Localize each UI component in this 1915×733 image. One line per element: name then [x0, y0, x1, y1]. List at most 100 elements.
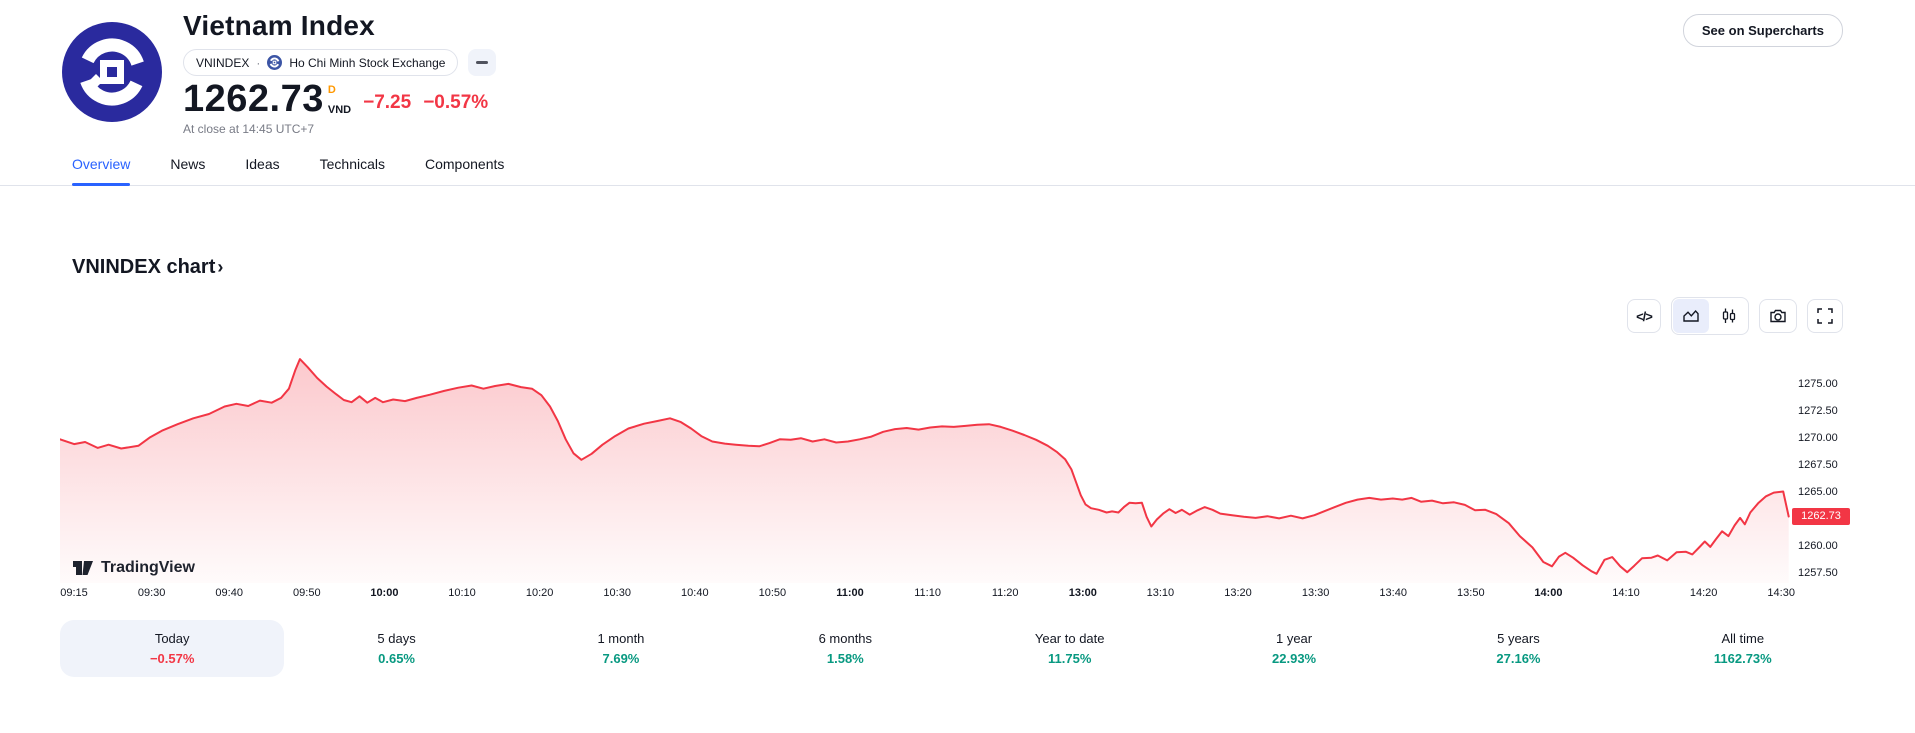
camera-icon — [1770, 309, 1786, 323]
tradingview-logo-icon — [73, 560, 93, 575]
tab-overview[interactable]: Overview — [72, 156, 131, 186]
period-change-value: 7.69% — [602, 651, 640, 666]
time-tick: 10:00 — [370, 587, 399, 599]
time-tick: 09:50 — [293, 587, 321, 599]
time-tick: 10:30 — [603, 587, 631, 599]
price-chart-plot[interactable]: TradingView — [60, 350, 1790, 583]
interval-badge: D — [327, 84, 336, 96]
period-change-value: 0.65% — [378, 651, 415, 666]
time-tick: 14:20 — [1689, 587, 1718, 599]
time-tick: 13:00 — [1068, 587, 1097, 599]
period-all-time[interactable]: All time 1162.73% — [1631, 620, 1855, 677]
last-price: 1262.73 — [183, 78, 324, 120]
period-change-value: 1162.73% — [1713, 651, 1772, 666]
period-change-value: 1.58% — [826, 651, 864, 666]
price-tick: 1272.50 — [1798, 405, 1838, 418]
price-tick: 1257.50 — [1798, 566, 1838, 579]
period-1-year[interactable]: 1 year 22.93% — [1182, 620, 1406, 677]
price-change: −7.25 — [363, 92, 412, 113]
price-change-percent: −0.57% — [423, 92, 489, 113]
time-tick: 13:10 — [1146, 587, 1175, 599]
time-tick: 14:00 — [1534, 587, 1563, 599]
period-change-value: 11.75% — [1048, 651, 1092, 666]
time-tick: 11:10 — [914, 587, 941, 599]
time-tick: 11:20 — [991, 587, 1019, 599]
time-tick: 14:10 — [1612, 587, 1640, 599]
time-tick: 14:30 — [1767, 587, 1795, 599]
period-change-value: 22.93% — [1272, 651, 1317, 666]
chart-style-switcher — [1671, 297, 1749, 335]
hose-logo — [62, 22, 162, 122]
period-label: 5 days — [377, 631, 416, 646]
symbol-pill[interactable]: VNINDEX · Ho Chi Minh Stock Exchange — [183, 49, 459, 76]
period-label: Today — [154, 631, 190, 646]
price-tick: 1267.50 — [1798, 459, 1838, 472]
period-label: 1 year — [1275, 631, 1313, 646]
symbol-row: VNINDEX · Ho Chi Minh Stock Exchange — [183, 49, 497, 76]
exchange-name: Ho Chi Minh Stock Exchange — [289, 55, 446, 70]
separator-dot: · — [256, 55, 261, 70]
tab-components[interactable]: Components — [425, 156, 505, 172]
candles-icon — [1722, 308, 1736, 323]
time-tick: 10:10 — [448, 587, 476, 599]
price-axis[interactable]: 1275.00 1272.50 1270.00 1267.50 1265.00 1260.… — [1790, 350, 1880, 583]
period-label: 1 month — [597, 631, 645, 646]
chart-section-title: VNINDEX chart — [72, 256, 216, 278]
tab-ideas[interactable]: Ideas — [245, 156, 280, 172]
source-code-button[interactable]: </> — [1627, 299, 1661, 333]
period-change-value: 27.16% — [1496, 651, 1541, 666]
fullscreen-button[interactable] — [1807, 299, 1843, 333]
chevron-right-icon: › — [217, 257, 224, 277]
see-on-supercharts-button[interactable]: See on Supercharts — [1682, 14, 1843, 47]
period-5-years[interactable]: 5 years 27.16% — [1406, 620, 1630, 677]
price-tick: 1270.00 — [1798, 432, 1838, 445]
symbol-ticker: VNINDEX — [196, 55, 250, 70]
time-axis[interactable]: 09:15 09:30 09:40 09:50 10:00 10:10 10:20 10:30… — [60, 587, 1795, 603]
price-tick: 1275.00 — [1798, 378, 1838, 391]
period-1-month[interactable]: 1 month 7.69% — [509, 620, 733, 677]
time-tick: 09:15 — [60, 587, 88, 599]
time-tick: 10:50 — [758, 587, 787, 599]
time-tick: 13:40 — [1379, 587, 1407, 599]
time-tick: 09:40 — [215, 587, 243, 599]
price-row: 1262.73 D VND −7.25 −0.57% — [183, 80, 488, 118]
period-label: 5 years — [1497, 631, 1540, 646]
price-tick: 1265.00 — [1798, 486, 1838, 499]
time-tick: 10:20 — [525, 587, 554, 599]
period-selector: Today −0.57% 5 days 0.65% 1 month 7.69% 6 mont… — [60, 620, 1855, 678]
chart-toolbar: </> — [1627, 297, 1843, 335]
period-label: Year to date — [1034, 631, 1105, 646]
page-title: Vietnam Index — [183, 10, 375, 41]
time-tick: 13:50 — [1457, 587, 1485, 599]
currency-label: VND — [327, 104, 352, 116]
area-style-button[interactable] — [1673, 299, 1709, 333]
area-chart-icon — [1683, 309, 1699, 322]
time-tick: 10:40 — [681, 587, 709, 599]
time-tick: 09:30 — [137, 587, 166, 599]
time-tick: 13:20 — [1224, 587, 1252, 599]
period-today[interactable]: Today −0.57% — [60, 620, 285, 677]
period-6-months[interactable]: 6 months 1.58% — [733, 620, 957, 677]
interval-currency: D VND — [328, 84, 351, 118]
tab-news[interactable]: News — [170, 156, 206, 172]
fullscreen-icon — [1817, 308, 1833, 324]
price-tick: 1260.00 — [1798, 539, 1838, 552]
period-label: 6 months — [818, 631, 873, 646]
snapshot-button[interactable] — [1759, 299, 1797, 333]
market-close-note: At close at 14:45 UTC+7 — [183, 122, 315, 136]
minus-icon — [476, 61, 489, 64]
watermark-label: TradingView — [101, 559, 195, 576]
time-tick: 11:00 — [836, 587, 864, 599]
last-price-badge: 1262.73 — [1792, 507, 1850, 525]
exchange-icon — [267, 55, 283, 70]
tab-bar: Overview News Ideas Technicals Components — [0, 156, 1915, 186]
area-series — [60, 358, 1790, 583]
collapse-button[interactable] — [468, 49, 497, 76]
period-year-to-date[interactable]: Year to date 11.75% — [958, 620, 1182, 677]
chart-section-heading[interactable]: VNINDEX chart › — [72, 256, 223, 279]
tab-technicals[interactable]: Technicals — [319, 156, 385, 172]
period-5-days[interactable]: 5 days 0.65% — [284, 620, 508, 677]
tradingview-watermark: TradingView — [72, 559, 195, 577]
candles-style-button[interactable] — [1711, 299, 1747, 333]
